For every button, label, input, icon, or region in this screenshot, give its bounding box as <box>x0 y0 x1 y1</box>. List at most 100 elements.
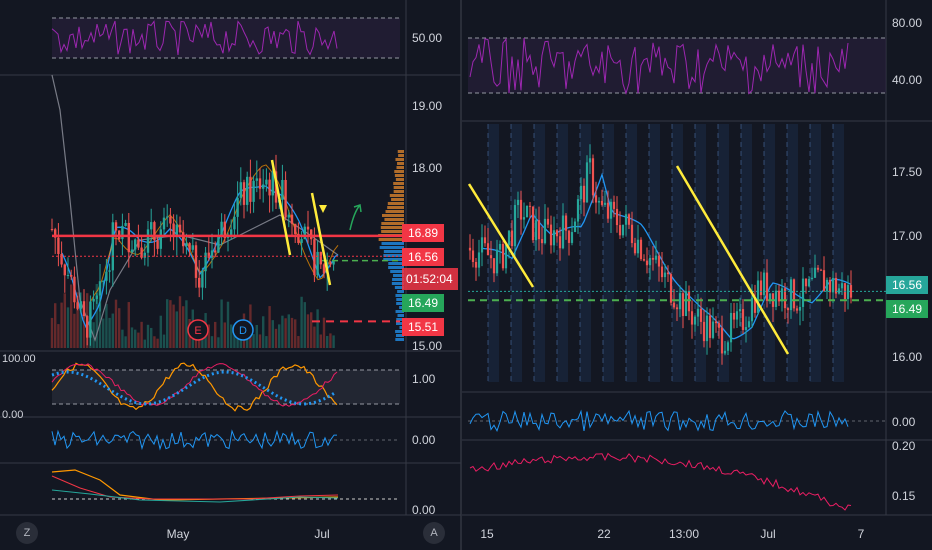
dividend-marker[interactable]: D <box>232 319 254 341</box>
profile-bar <box>396 318 404 321</box>
session-band <box>833 124 844 382</box>
earnings-marker[interactable]: E <box>187 319 209 341</box>
right-rsi-tick-40: 40.00 <box>892 73 922 87</box>
volume-bar <box>223 322 226 348</box>
candle-body <box>786 308 790 311</box>
candle-body <box>639 239 643 260</box>
candle-body <box>284 179 287 218</box>
volume-bar <box>239 336 242 348</box>
medium-ma-line <box>89 164 339 303</box>
left-osc2-pane <box>51 429 400 451</box>
profile-bar <box>397 162 404 165</box>
candle-body <box>233 216 236 230</box>
profile-bar <box>387 206 404 209</box>
right-time-axis[interactable]: 15 22 13:00 Jul 7 <box>480 527 864 541</box>
profile-bar <box>381 242 404 245</box>
auto-scale-button-label: A <box>430 527 438 539</box>
candle-body <box>332 261 335 265</box>
volume-bar <box>124 336 127 348</box>
volume-bar <box>130 327 134 348</box>
candle-body <box>537 220 541 240</box>
volume-bar <box>287 314 290 348</box>
profile-bar <box>389 194 404 197</box>
zoom-button[interactable]: Z <box>16 522 38 544</box>
candle-body <box>546 218 550 225</box>
volume-bar <box>313 326 316 348</box>
candle-body <box>630 224 634 244</box>
left-price-axis[interactable]: 50.00 19.00 18.00 15.00 1.00 0.00 0.00 <box>412 31 442 517</box>
auto-scale-button[interactable]: A <box>423 522 445 544</box>
candle-body <box>684 291 688 317</box>
candle-body <box>552 230 556 246</box>
volume-bar <box>210 336 214 348</box>
candle-body <box>175 224 178 238</box>
volume-bar <box>143 339 146 348</box>
volume-bar <box>185 300 188 348</box>
tag-support[interactable]: 16.49 <box>402 294 444 312</box>
candle-body <box>153 222 156 241</box>
volume-bar <box>268 306 271 348</box>
candle-body <box>249 176 252 202</box>
right-osc-pane <box>468 409 886 432</box>
rsi-line <box>51 20 338 56</box>
trendline-2[interactable] <box>310 192 332 286</box>
stoch-k-line <box>51 362 338 412</box>
profile-bar <box>383 250 404 253</box>
candle-body <box>822 270 826 292</box>
profile-bar <box>388 262 404 265</box>
candle-body <box>268 179 271 196</box>
candle-body <box>246 176 249 205</box>
candle-body <box>236 197 239 217</box>
volume-bar <box>60 302 63 348</box>
candle-body <box>201 271 204 288</box>
candle-body <box>185 243 188 247</box>
right-trendline-2[interactable] <box>675 165 790 355</box>
session-band <box>511 124 522 382</box>
candle-body <box>588 158 592 163</box>
candle-body <box>172 223 175 238</box>
candle-body <box>576 199 580 222</box>
trendline-1[interactable] <box>270 159 292 256</box>
session-band <box>764 124 775 382</box>
volume-bar <box>76 292 79 348</box>
candle-body <box>73 276 76 303</box>
left-time-axis[interactable]: May Jul <box>167 527 330 541</box>
right-price-axis[interactable]: 80.00 40.00 17.50 17.00 16.00 0.00 0.20 … <box>892 16 922 503</box>
candle-body <box>789 279 793 311</box>
tag-stop[interactable]: 15.51 <box>402 318 444 336</box>
tag-resistance[interactable]: 16.89 <box>402 224 444 242</box>
right-trendline-1[interactable] <box>467 183 535 288</box>
tag-countdown-bg <box>402 268 458 290</box>
candle-body <box>111 222 114 271</box>
profile-bar <box>394 174 404 177</box>
candle-body <box>162 217 166 230</box>
tag-last[interactable]: 16.56 <box>402 248 444 266</box>
candle-body <box>156 240 159 249</box>
right-tag-support[interactable]: 16.49 <box>886 300 928 318</box>
candle-body <box>741 309 745 330</box>
profile-bar <box>383 254 404 257</box>
candle-body <box>214 250 217 253</box>
candle-body <box>840 283 844 289</box>
volume-bar <box>127 302 130 348</box>
right-tag-last[interactable]: 16.56 <box>886 276 928 294</box>
candle-body <box>732 312 736 320</box>
candle-body <box>531 206 535 241</box>
session-band <box>649 124 660 382</box>
candle-body <box>582 185 586 203</box>
candle-body <box>678 293 682 310</box>
left-osc1-tick-0: 0.00 <box>2 409 23 421</box>
candle-body <box>753 297 757 313</box>
candle-body <box>303 226 306 240</box>
candle-body <box>810 277 814 280</box>
right-momentum-line <box>469 409 849 432</box>
candle-body <box>150 222 153 230</box>
volume-bar <box>306 314 310 348</box>
candle-body <box>265 179 268 185</box>
volume-bar <box>252 334 255 348</box>
volume-bar <box>73 313 76 348</box>
candle-body <box>198 277 201 288</box>
candle-body <box>489 255 493 259</box>
left-osc1-tick-100: 100.00 <box>2 353 36 365</box>
